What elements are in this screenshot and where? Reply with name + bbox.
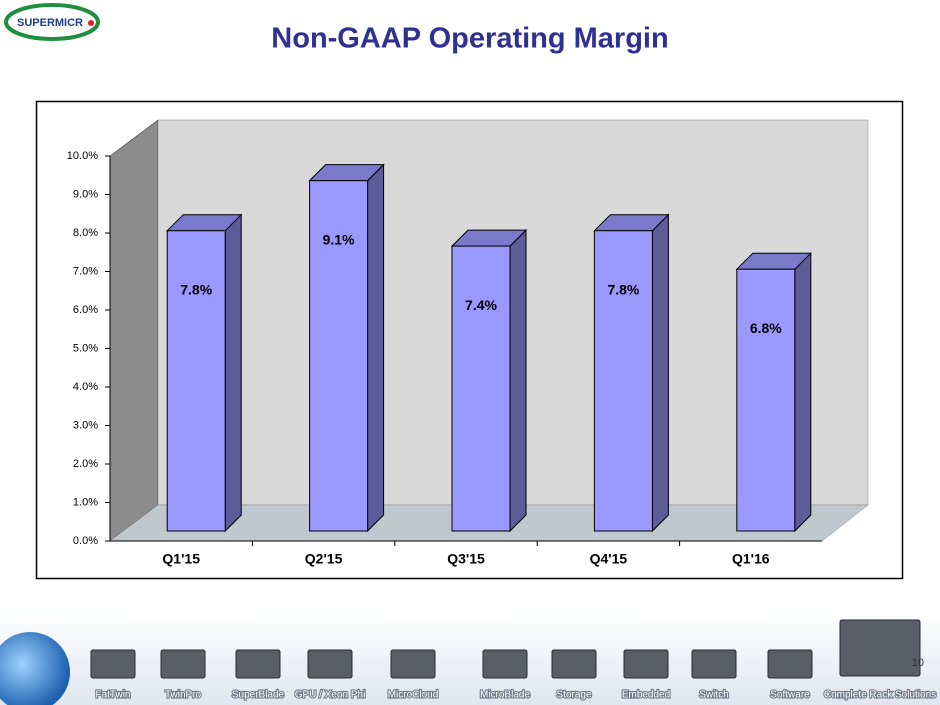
product-image (307, 649, 353, 679)
bar-side (509, 228, 527, 533)
product-label: TwinPro (165, 690, 202, 701)
bar-side (367, 163, 385, 533)
product-image (90, 649, 136, 679)
product-image (390, 649, 436, 679)
globe (0, 632, 70, 705)
y-tick-label: 10.0% (67, 150, 98, 162)
x-tick-label: Q1'15 (162, 551, 200, 567)
product-label: MicroCloud (388, 690, 439, 701)
y-tick-label: 6.0% (73, 304, 98, 316)
bar-group: 7.8% (165, 213, 243, 533)
bar-side (651, 213, 669, 533)
logo-ring (4, 3, 100, 41)
y-tick-label: 9.0% (73, 188, 98, 200)
data-label: 7.8% (180, 281, 212, 297)
product-label: SuperBlade (232, 690, 285, 701)
product-label: Software (770, 690, 810, 701)
product-label: MicroBlade (480, 690, 530, 701)
bar (593, 230, 653, 532)
y-tick-label: 3.0% (73, 419, 98, 431)
product-image (551, 649, 597, 679)
product-label: Complete Rack Solutions (824, 690, 936, 701)
slide-title: Non-GAAP Operating Margin (271, 23, 668, 55)
y-tick-label: 2.0% (73, 458, 98, 470)
bar (166, 230, 226, 532)
logo-dot (88, 20, 94, 26)
bar (309, 180, 369, 532)
data-label: 6.8% (750, 320, 782, 336)
y-tick-label: 0.0% (73, 535, 98, 547)
y-tick-label: 8.0% (73, 227, 98, 239)
product-image (691, 649, 737, 679)
side-wall (109, 119, 159, 542)
product-label: FatTwin (95, 690, 130, 701)
bar-group: 6.8% (735, 251, 813, 533)
y-tick-label: 1.0% (73, 496, 98, 508)
product-label: Embedded (622, 690, 670, 701)
x-tick-label: Q3'15 (447, 551, 485, 567)
data-label: 7.8% (607, 281, 639, 297)
bar-group: 7.4% (450, 228, 528, 533)
bar-group: 9.1% (308, 163, 385, 533)
x-tick-label: Q4'15 (590, 551, 628, 567)
y-tick-label: 4.0% (73, 381, 98, 393)
logo: SUPERMICR (4, 3, 100, 41)
product-image (839, 619, 921, 677)
product-image (623, 649, 669, 679)
data-label: 7.4% (465, 297, 497, 313)
product-image (160, 649, 206, 679)
bar (736, 268, 796, 532)
logo-text: SUPERMICR (17, 17, 83, 29)
y-tick-label: 7.0% (73, 265, 98, 277)
bar-side (224, 213, 242, 533)
product-image (482, 649, 528, 679)
bar (451, 245, 511, 532)
product-label: Storage (556, 690, 591, 701)
page-number: 10 (912, 657, 924, 669)
data-label: 9.1% (323, 231, 355, 247)
bar-side (794, 251, 812, 533)
product-label: GPU / Xeon Phi (295, 690, 366, 701)
bar-group: 7.8% (593, 213, 670, 533)
x-tick-label: Q1'16 (732, 551, 770, 567)
product-label: Switch (699, 690, 728, 701)
x-tick-label: Q2'15 (305, 551, 343, 567)
y-tick-label: 5.0% (73, 342, 98, 354)
product-image (235, 649, 281, 679)
product-image (767, 649, 813, 679)
